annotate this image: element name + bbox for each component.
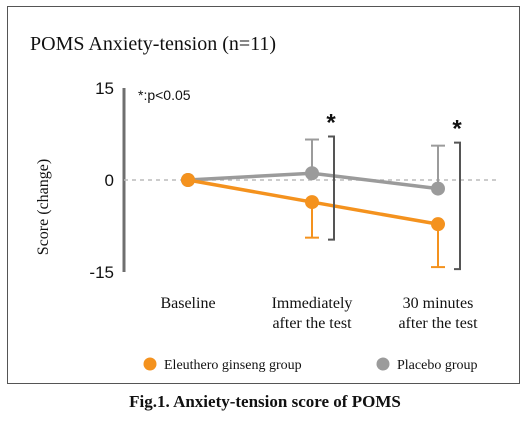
category-label: after the test: [398, 315, 478, 332]
data-point: [431, 181, 445, 196]
significance-asterisk: *: [452, 116, 462, 143]
legend-label: Eleuthero ginseng group: [164, 358, 302, 373]
legend-label: Placebo group: [397, 358, 477, 373]
data-point: [181, 173, 195, 187]
legend-marker: [143, 357, 157, 371]
significance-note: *:p<0.05: [138, 87, 191, 103]
data-point: [305, 166, 319, 181]
significance-asterisk: *: [326, 110, 336, 137]
category-label: 30 minutes: [403, 295, 474, 312]
category-label: after the test: [272, 315, 352, 332]
data-point: [305, 195, 319, 210]
significance-bracket: [454, 141, 461, 271]
y-tick-label: 0: [105, 171, 114, 190]
y-tick-label: -15: [89, 263, 114, 282]
category-label: Immediately: [272, 295, 353, 312]
chart: POMS Anxiety-tension (n=11) Score (chang…: [30, 33, 500, 373]
plot-area: 15 0 -15 * * Baseline Immediately after the tes…: [89, 79, 500, 373]
figure-caption: Fig.1. Anxiety-tension score of POMS: [129, 392, 401, 411]
significance-bracket: [328, 135, 335, 241]
chart-title: POMS Anxiety-tension (n=11): [30, 33, 276, 55]
category-label: Baseline: [160, 295, 215, 312]
legend-marker: [376, 357, 390, 371]
y-tick-label: 15: [95, 79, 114, 98]
y-axis-label: Score (change): [35, 159, 52, 255]
data-point: [431, 217, 445, 232]
